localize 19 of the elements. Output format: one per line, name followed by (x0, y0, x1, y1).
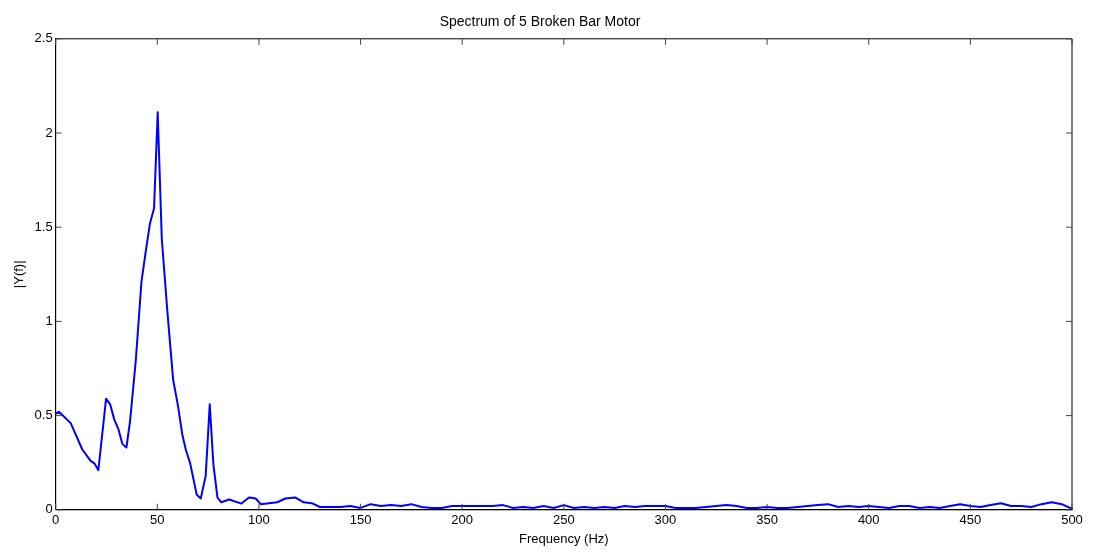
x-tick-label: 50 (150, 512, 165, 528)
x-tick-label: 100 (248, 512, 270, 528)
y-tick-label: 1 (45, 312, 53, 328)
y-axis-title: |Y(f)| (11, 260, 27, 289)
x-axis-title: Frequency (Hz) (519, 530, 609, 546)
y-tick-label: 2 (45, 124, 53, 140)
y-tick-label: 0.5 (34, 407, 53, 423)
x-tick-label: 350 (756, 512, 778, 528)
chart-title: Spectrum of 5 Broken Bar Motor (439, 13, 641, 30)
x-tick-label: 450 (959, 512, 982, 528)
y-tick-label: 2.5 (34, 30, 53, 46)
x-tick-label: 500 (1061, 512, 1083, 528)
y-tick-label: 1.5 (34, 218, 53, 234)
x-tick-label: 150 (349, 512, 372, 528)
x-tick-label: 250 (552, 512, 575, 528)
y-tick-label: 0 (45, 501, 53, 517)
x-tick-label: 400 (857, 512, 880, 528)
x-tick-label: 200 (451, 512, 474, 528)
x-tick-label: 300 (654, 512, 677, 528)
